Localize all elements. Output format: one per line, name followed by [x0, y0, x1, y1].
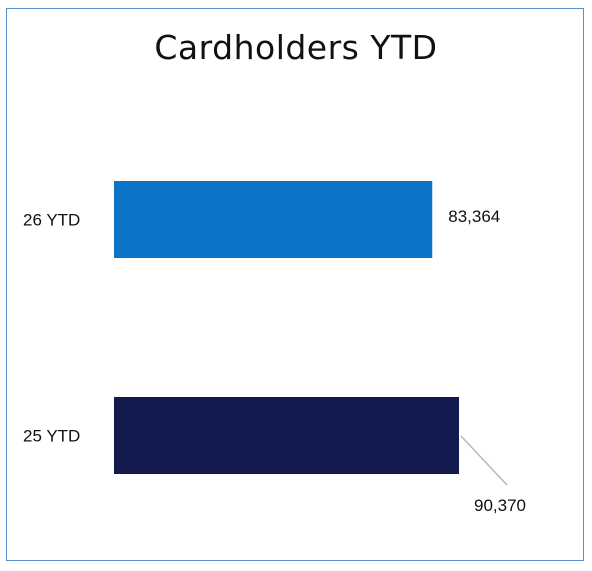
- bar: [114, 397, 459, 474]
- leader-line: [460, 435, 508, 486]
- category-label: 25 YTD: [23, 427, 80, 446]
- bar: [114, 181, 433, 258]
- chart-title: Cardholders YTD: [154, 28, 438, 67]
- data-label: 90,370: [474, 496, 526, 515]
- data-label: 83,364: [448, 207, 500, 226]
- category-label: 26 YTD: [23, 211, 80, 230]
